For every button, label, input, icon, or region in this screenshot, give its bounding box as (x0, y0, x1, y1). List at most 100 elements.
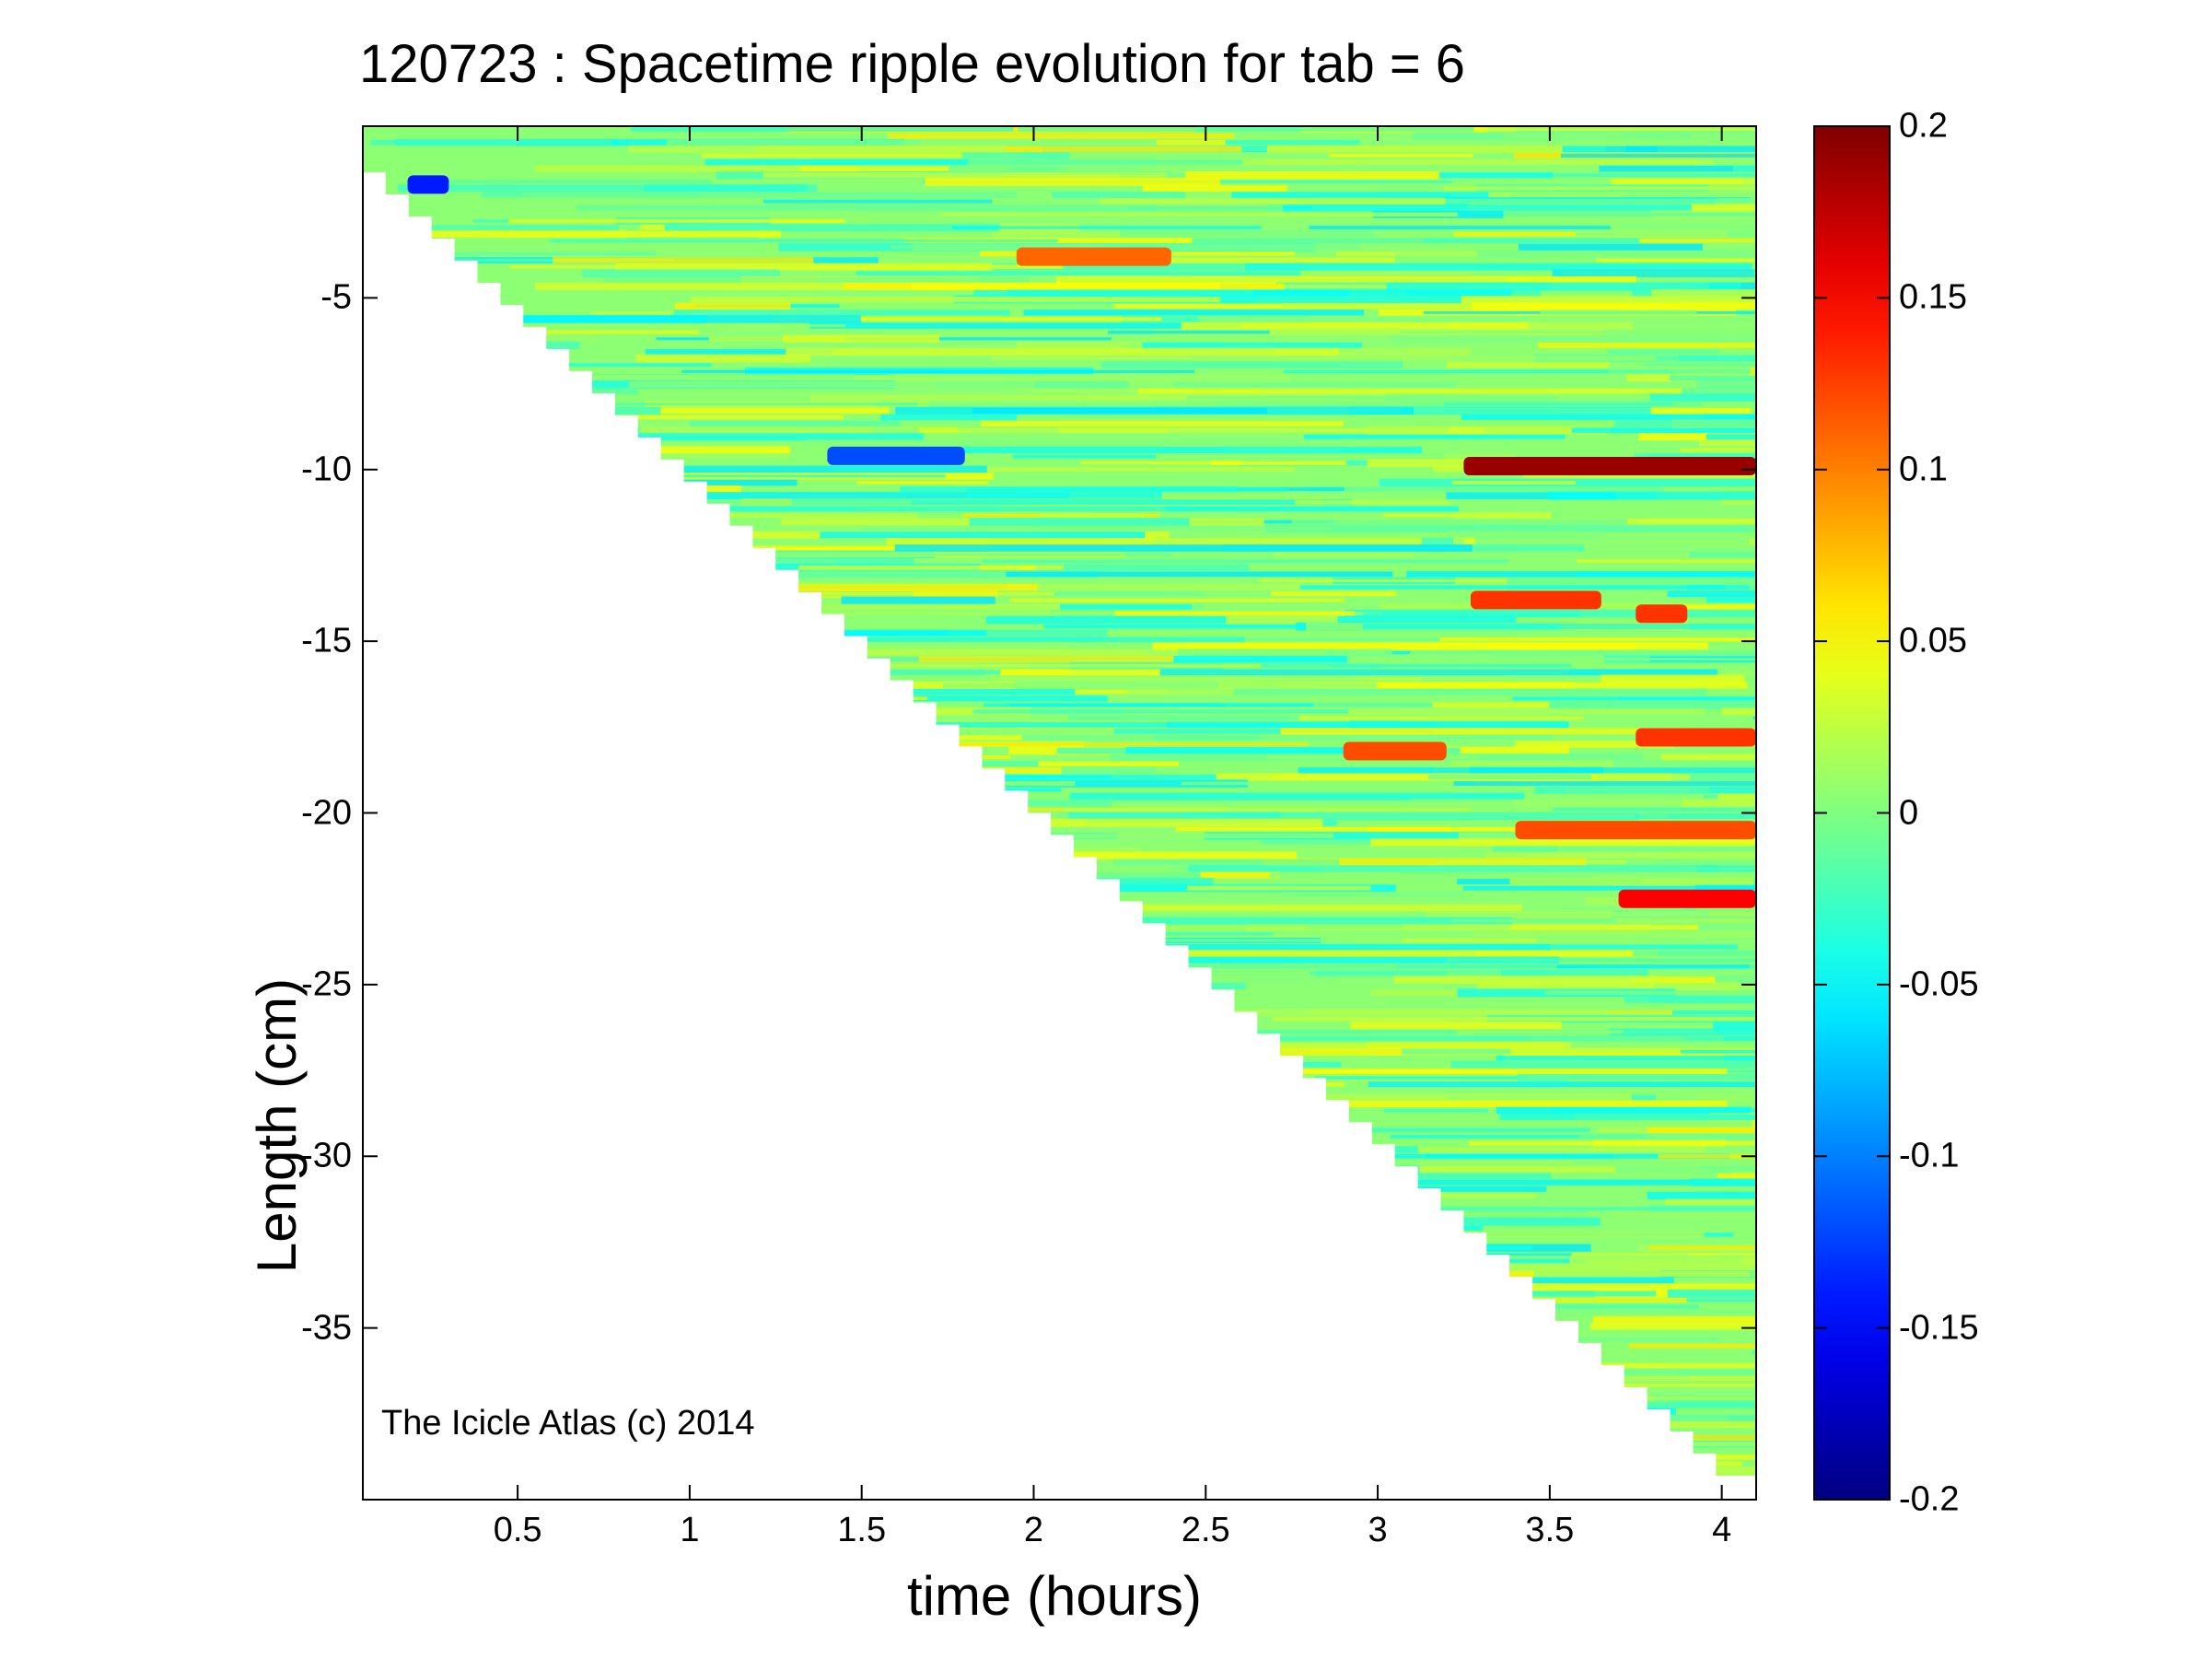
heatmap-stripe (1419, 1283, 1756, 1291)
heatmap-stripe (1518, 1073, 1756, 1082)
heatmap-stripe (839, 971, 1310, 975)
heatmap-stripe (1626, 518, 1756, 526)
heatmap-stripe (809, 755, 1011, 760)
x-tick-label: 1.5 (837, 1511, 887, 1549)
y-tick-label: -35 (301, 1308, 352, 1348)
heatmap-stripe (663, 733, 906, 742)
heatmap-stripe (518, 380, 639, 389)
heatmap-stripe (1298, 1244, 1591, 1252)
heatmap-stripe (1362, 624, 1756, 630)
heatmap-stripe (1274, 347, 1472, 356)
heatmap-stripe (1324, 1279, 1492, 1283)
heatmap-stripe (554, 1481, 1137, 1486)
heatmap-stripe (483, 1389, 806, 1395)
heatmap-stripe (828, 655, 1174, 663)
heatmap-stripe (805, 1403, 960, 1407)
heatmap-stripe (606, 1198, 987, 1207)
heatmap-stripe (562, 1316, 1023, 1324)
heatmap-stripe (579, 962, 1005, 971)
heatmap-stripe (1346, 1315, 1482, 1324)
heatmap-stripe (1272, 1284, 1382, 1291)
colorbar-tick-label: -0.2 (1899, 1479, 1960, 1519)
heatmap-stripe (841, 976, 1334, 983)
heatmap-stripe (690, 1108, 892, 1113)
y-tick-label: -10 (301, 450, 352, 489)
heatmap-stripe (1665, 1198, 1756, 1206)
heatmap-stripe (1633, 951, 1756, 957)
heatmap-stripe (933, 1429, 1326, 1432)
heatmap-stripe (798, 565, 1020, 570)
heatmap-stripe (681, 1336, 989, 1343)
heatmap-stripe (1394, 1217, 1601, 1226)
heatmap-stripe (630, 127, 1014, 132)
heatmap-stripe (1142, 184, 1287, 193)
heatmap-stripe (1491, 649, 1756, 656)
heatmap-stripe (821, 1003, 1148, 1008)
heatmap-stripe (1285, 1473, 1630, 1476)
heatmap-stripe (1123, 1389, 1622, 1395)
heatmap-stripe (1659, 924, 1756, 931)
heatmap-stripe (1126, 343, 1363, 348)
x-tick-label: 1 (680, 1511, 700, 1549)
heatmap-stripe (1064, 1146, 1288, 1154)
heatmap-stripe (1015, 1389, 1539, 1395)
heatmap-stripe (918, 721, 1436, 728)
heatmap-stripe (375, 597, 543, 604)
heatmap-stripe (1304, 618, 1756, 622)
heatmap-stripe (704, 158, 968, 166)
heatmap-stripe (555, 1329, 1058, 1337)
heatmap-stripe (1461, 415, 1756, 420)
heatmap-stripe (981, 421, 1344, 427)
heatmap-stripe (669, 799, 1112, 808)
heatmap-stripe (813, 1047, 1041, 1056)
heatmap-stripe (641, 426, 959, 435)
heatmap-stripe (857, 441, 976, 446)
heatmap-stripe (786, 347, 1340, 356)
heatmap-stripe (1654, 983, 1756, 989)
heatmap-stripe (1396, 964, 1750, 969)
heatmap-stripe (1322, 1420, 1624, 1429)
heatmap-stripe (1752, 1120, 1756, 1127)
heatmap-stripe (1295, 499, 1451, 505)
colorbar-tick-label: -0.1 (1899, 1136, 1960, 1175)
heatmap-stripe (1596, 258, 1756, 263)
heatmap-stripe (1636, 388, 1756, 395)
heatmap-stripe (372, 905, 687, 910)
heatmap-stripe (552, 1219, 1049, 1224)
heatmap-stripe (1509, 878, 1754, 885)
heatmap-stripe (1569, 1257, 1756, 1265)
heatmap-stripe (529, 904, 1049, 912)
heatmap-stripe (730, 1042, 914, 1048)
heatmap-stripe (1433, 1414, 1756, 1422)
heatmap-stripe (543, 1166, 1066, 1173)
heatmap-feature-8 (827, 446, 965, 465)
heatmap-stripe (430, 330, 700, 334)
heatmap-stripe (1592, 1315, 1756, 1324)
heatmap-stripe (1717, 1173, 1756, 1179)
heatmap-stripe (919, 950, 1477, 958)
heatmap-stripe (1039, 513, 1144, 518)
heatmap-stripe (393, 1256, 698, 1265)
heatmap-stripe (875, 402, 1414, 406)
heatmap-stripe (909, 1403, 1077, 1408)
heatmap-stripe (1328, 154, 1473, 158)
heatmap-stripe (614, 957, 1031, 964)
heatmap-stripe (774, 317, 1162, 321)
heatmap-stripe (532, 1310, 694, 1317)
heatmap-stripe (1451, 481, 1577, 485)
heatmap-stripe (1544, 990, 1756, 996)
heatmap-stripe (810, 611, 1382, 615)
heatmap-stripe (1721, 499, 1756, 505)
heatmap-stripe (1553, 807, 1756, 812)
heatmap-stripe (367, 728, 578, 734)
heatmap-stripe (844, 1309, 1409, 1317)
heatmap-stripe (1498, 1494, 1756, 1499)
heatmap-stripe (711, 1343, 907, 1349)
heatmap-stripe (647, 1238, 786, 1245)
heatmap-stripe (1644, 1455, 1756, 1460)
heatmap-stripe (1526, 1474, 1655, 1476)
heatmap-stripe (535, 1219, 730, 1224)
heatmap-stripe (449, 853, 736, 859)
heatmap-stripe (1533, 1270, 1756, 1278)
heatmap-stripe (763, 199, 993, 204)
